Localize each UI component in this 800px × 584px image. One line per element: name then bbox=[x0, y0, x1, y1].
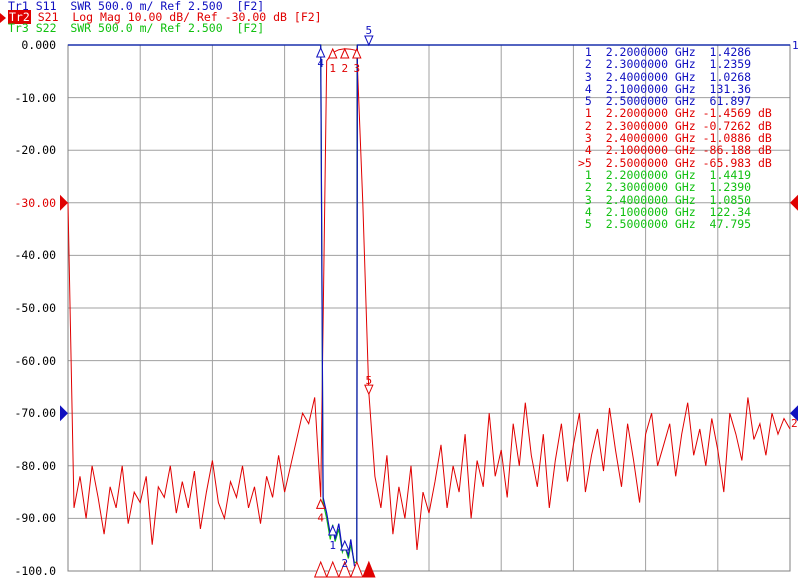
s21-marker-icon bbox=[352, 47, 362, 59]
marker-table-row: 4 2.1000000 GHz 131.36 bbox=[578, 81, 752, 96]
s21-marker-icon bbox=[327, 47, 338, 59]
y-tick-label: -70.00 bbox=[14, 406, 56, 421]
trace-settings: S21 Log Mag 10.00 dB/ Ref -30.00 dB [F2] bbox=[37, 10, 322, 24]
s11-marker-label: 4 bbox=[317, 57, 324, 70]
trace-2-header[interactable]: Tr2 S21 Log Mag 10.00 dB/ Ref -30.00 dB … bbox=[8, 10, 322, 24]
y-tick-label: -40.00 bbox=[14, 248, 56, 263]
s21-marker-label: 2 bbox=[341, 62, 348, 75]
s21-ref-arrow-right-icon bbox=[790, 194, 798, 211]
y-tick-label: -60.00 bbox=[14, 353, 56, 368]
marker-table-row: 4 2.1000000 GHz 122.34 bbox=[578, 204, 752, 219]
marker-table-row: 3 2.4000000 GHz 1.0850 bbox=[578, 192, 752, 207]
trace-settings: S11 SWR 500.0 m/ Ref 2.500 [F2] bbox=[35, 0, 265, 13]
y-tick-label: -80.00 bbox=[14, 458, 56, 473]
y-tick-label: -30.00 bbox=[14, 195, 56, 210]
s21-marker-icon bbox=[339, 47, 350, 59]
s11-marker-icon bbox=[364, 35, 374, 47]
marker-table-row: 4 2.1000000 GHz -86.188 dB bbox=[578, 143, 772, 158]
y-tick-label: -50.00 bbox=[14, 301, 56, 315]
x-marker-icon bbox=[325, 560, 340, 578]
s11-marker-icon bbox=[339, 539, 350, 551]
s11-marker-icon bbox=[315, 46, 326, 58]
marker-table-row: 2 2.3000000 GHz 1.2390 bbox=[578, 180, 752, 195]
y-tick-label: -100.0 bbox=[14, 564, 56, 578]
marker-table-row: 1 2.2000000 GHz 1.4419 bbox=[578, 167, 752, 182]
trace-id: Tr3 bbox=[8, 21, 29, 35]
s11-marker-label: 2 bbox=[341, 557, 348, 570]
s21-marker-icon bbox=[364, 384, 374, 396]
s21-marker-label: 5 bbox=[366, 374, 373, 387]
s21-marker-icon bbox=[315, 498, 326, 509]
marker-table: 1 2.2000000 GHz 1.4286 2 2.3000000 GHz 1… bbox=[578, 46, 772, 230]
s21-marker-label: 1 bbox=[329, 62, 336, 75]
y-tick-label: -10.00 bbox=[14, 90, 56, 105]
trace-3-header[interactable]: Tr3 S22 SWR 500.0 m/ Ref 2.500 [F2] bbox=[8, 21, 265, 35]
s21-marker-label: 3 bbox=[353, 62, 360, 75]
y-tick-label: -20.00 bbox=[14, 143, 56, 158]
marker-table-row: 1 2.2000000 GHz 1.4286 bbox=[578, 45, 752, 59]
marker-table-row: >5 2.5000000 GHz -65.983 dB bbox=[578, 155, 772, 170]
marker-table-row: 2 2.3000000 GHz -0.7262 dB bbox=[578, 118, 772, 133]
trace-settings: S22 SWR 500.0 m/ Ref 2.500 [F2] bbox=[35, 21, 265, 35]
trace-s21 bbox=[67, 48, 791, 551]
x-marker-icon bbox=[350, 560, 364, 578]
marker-table-row: 5 2.5000000 GHz 61.897 bbox=[578, 94, 752, 109]
marker-table-row: 3 2.4000000 GHz 1.0268 bbox=[578, 69, 752, 84]
s11-marker-label: 5 bbox=[366, 24, 373, 37]
marker-table-row: 3 2.4000000 GHz -1.0886 dB bbox=[578, 131, 772, 146]
trace-id: Tr1 bbox=[8, 0, 29, 13]
y-tick-label: 0.000 bbox=[21, 38, 56, 52]
right-channel-label: 2 bbox=[791, 417, 798, 430]
y-tick-label: -90.00 bbox=[14, 511, 56, 526]
x-marker-icon bbox=[338, 560, 352, 578]
x-marker-icon bbox=[313, 560, 328, 578]
trace-id-active: Tr2 bbox=[8, 10, 31, 24]
swr-ref-arrow-left-icon bbox=[60, 405, 68, 422]
marker-table-row: 5 2.5000000 GHz 47.795 bbox=[578, 217, 752, 232]
s21-ref-arrow-left-icon bbox=[60, 194, 68, 211]
x-marker-icon bbox=[362, 560, 376, 578]
right-channel-label: 1 bbox=[792, 39, 799, 52]
s21-marker-label: 4 bbox=[317, 511, 324, 524]
marker-table-row: 1 2.2000000 GHz -1.4569 dB bbox=[578, 106, 772, 121]
marker-table-row: 2 2.3000000 GHz 1.2359 bbox=[578, 57, 752, 72]
s11-marker-icon bbox=[327, 524, 338, 536]
active-trace-arrow-icon bbox=[0, 13, 6, 23]
trace-1-header[interactable]: Tr1 S11 SWR 500.0 m/ Ref 2.500 [F2] bbox=[8, 0, 265, 13]
s11-marker-label: 1 bbox=[329, 539, 336, 552]
swr-ref-arrow-right-icon bbox=[790, 405, 798, 422]
